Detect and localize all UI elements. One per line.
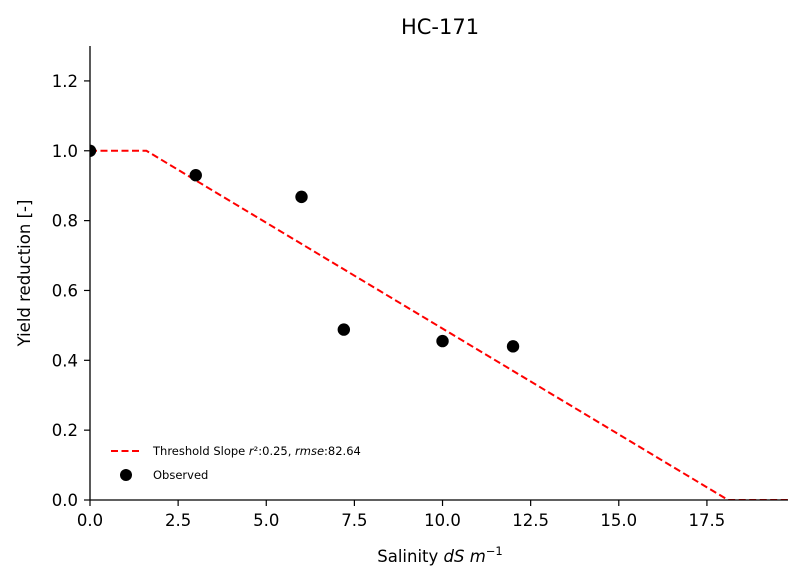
- x-tick-label: 10.0: [424, 511, 461, 530]
- legend-label-r-rest: ²:0.25,: [254, 444, 295, 458]
- x-axis-label-unit: dS m: [444, 547, 486, 566]
- legend-label-rmse-rest: :82.64: [324, 444, 361, 458]
- legend-label-rmse: rmse: [295, 444, 324, 458]
- observed-point: [436, 334, 449, 348]
- y-tick-label: 0.8: [52, 212, 78, 231]
- x-tick-label: 17.5: [689, 511, 726, 530]
- observed-point: [506, 340, 520, 353]
- x-axis-label-superscript: −1: [486, 544, 503, 558]
- series-layer: [90, 144, 788, 500]
- x-tick-label: 0.0: [77, 511, 103, 530]
- observed-point: [337, 323, 351, 336]
- observed-point: [295, 190, 308, 204]
- legend-label-observed: Observed: [153, 468, 208, 482]
- x-tick-label: 12.5: [512, 511, 549, 530]
- y-tick-label: 0.0: [52, 491, 78, 510]
- y-tick-label: 1.2: [52, 72, 78, 91]
- legend-marker-observed: [120, 469, 132, 481]
- legend-label-lead: Threshold Slope: [152, 444, 249, 458]
- x-tick-label: 15.0: [600, 511, 637, 530]
- y-tick-label: 0.2: [52, 421, 78, 440]
- legend-label-r: r: [249, 444, 255, 458]
- y-tick-label: 1.0: [52, 142, 78, 161]
- y-tick-label: 0.4: [52, 351, 78, 370]
- x-axis-label-prefix: Salinity: [377, 547, 443, 566]
- chart-title: HC-171: [401, 15, 479, 39]
- y-axis-label: Yield reduction [-]: [15, 200, 34, 348]
- x-ticks: 0.0 2.5 5.0 7.5 10.0 12.5 15.0 17.5: [77, 500, 725, 530]
- legend-label-threshold-slope: Threshold Slope r²:0.25, rmse:82.64: [152, 444, 361, 458]
- observed-point: [90, 144, 97, 157]
- x-axis-label: Salinity dS m−1: [377, 544, 503, 566]
- y-ticks: 0.0 0.2 0.4 0.6 0.8 1.0 1.2: [52, 72, 90, 510]
- observed-point: [189, 169, 202, 182]
- x-tick-label: 5.0: [253, 511, 279, 530]
- x-tick-label: 2.5: [165, 511, 191, 530]
- legend: Threshold Slope r²:0.25, rmse:82.64 Obse…: [111, 444, 361, 482]
- y-tick-label: 0.6: [52, 281, 78, 300]
- x-tick-label: 7.5: [341, 511, 367, 530]
